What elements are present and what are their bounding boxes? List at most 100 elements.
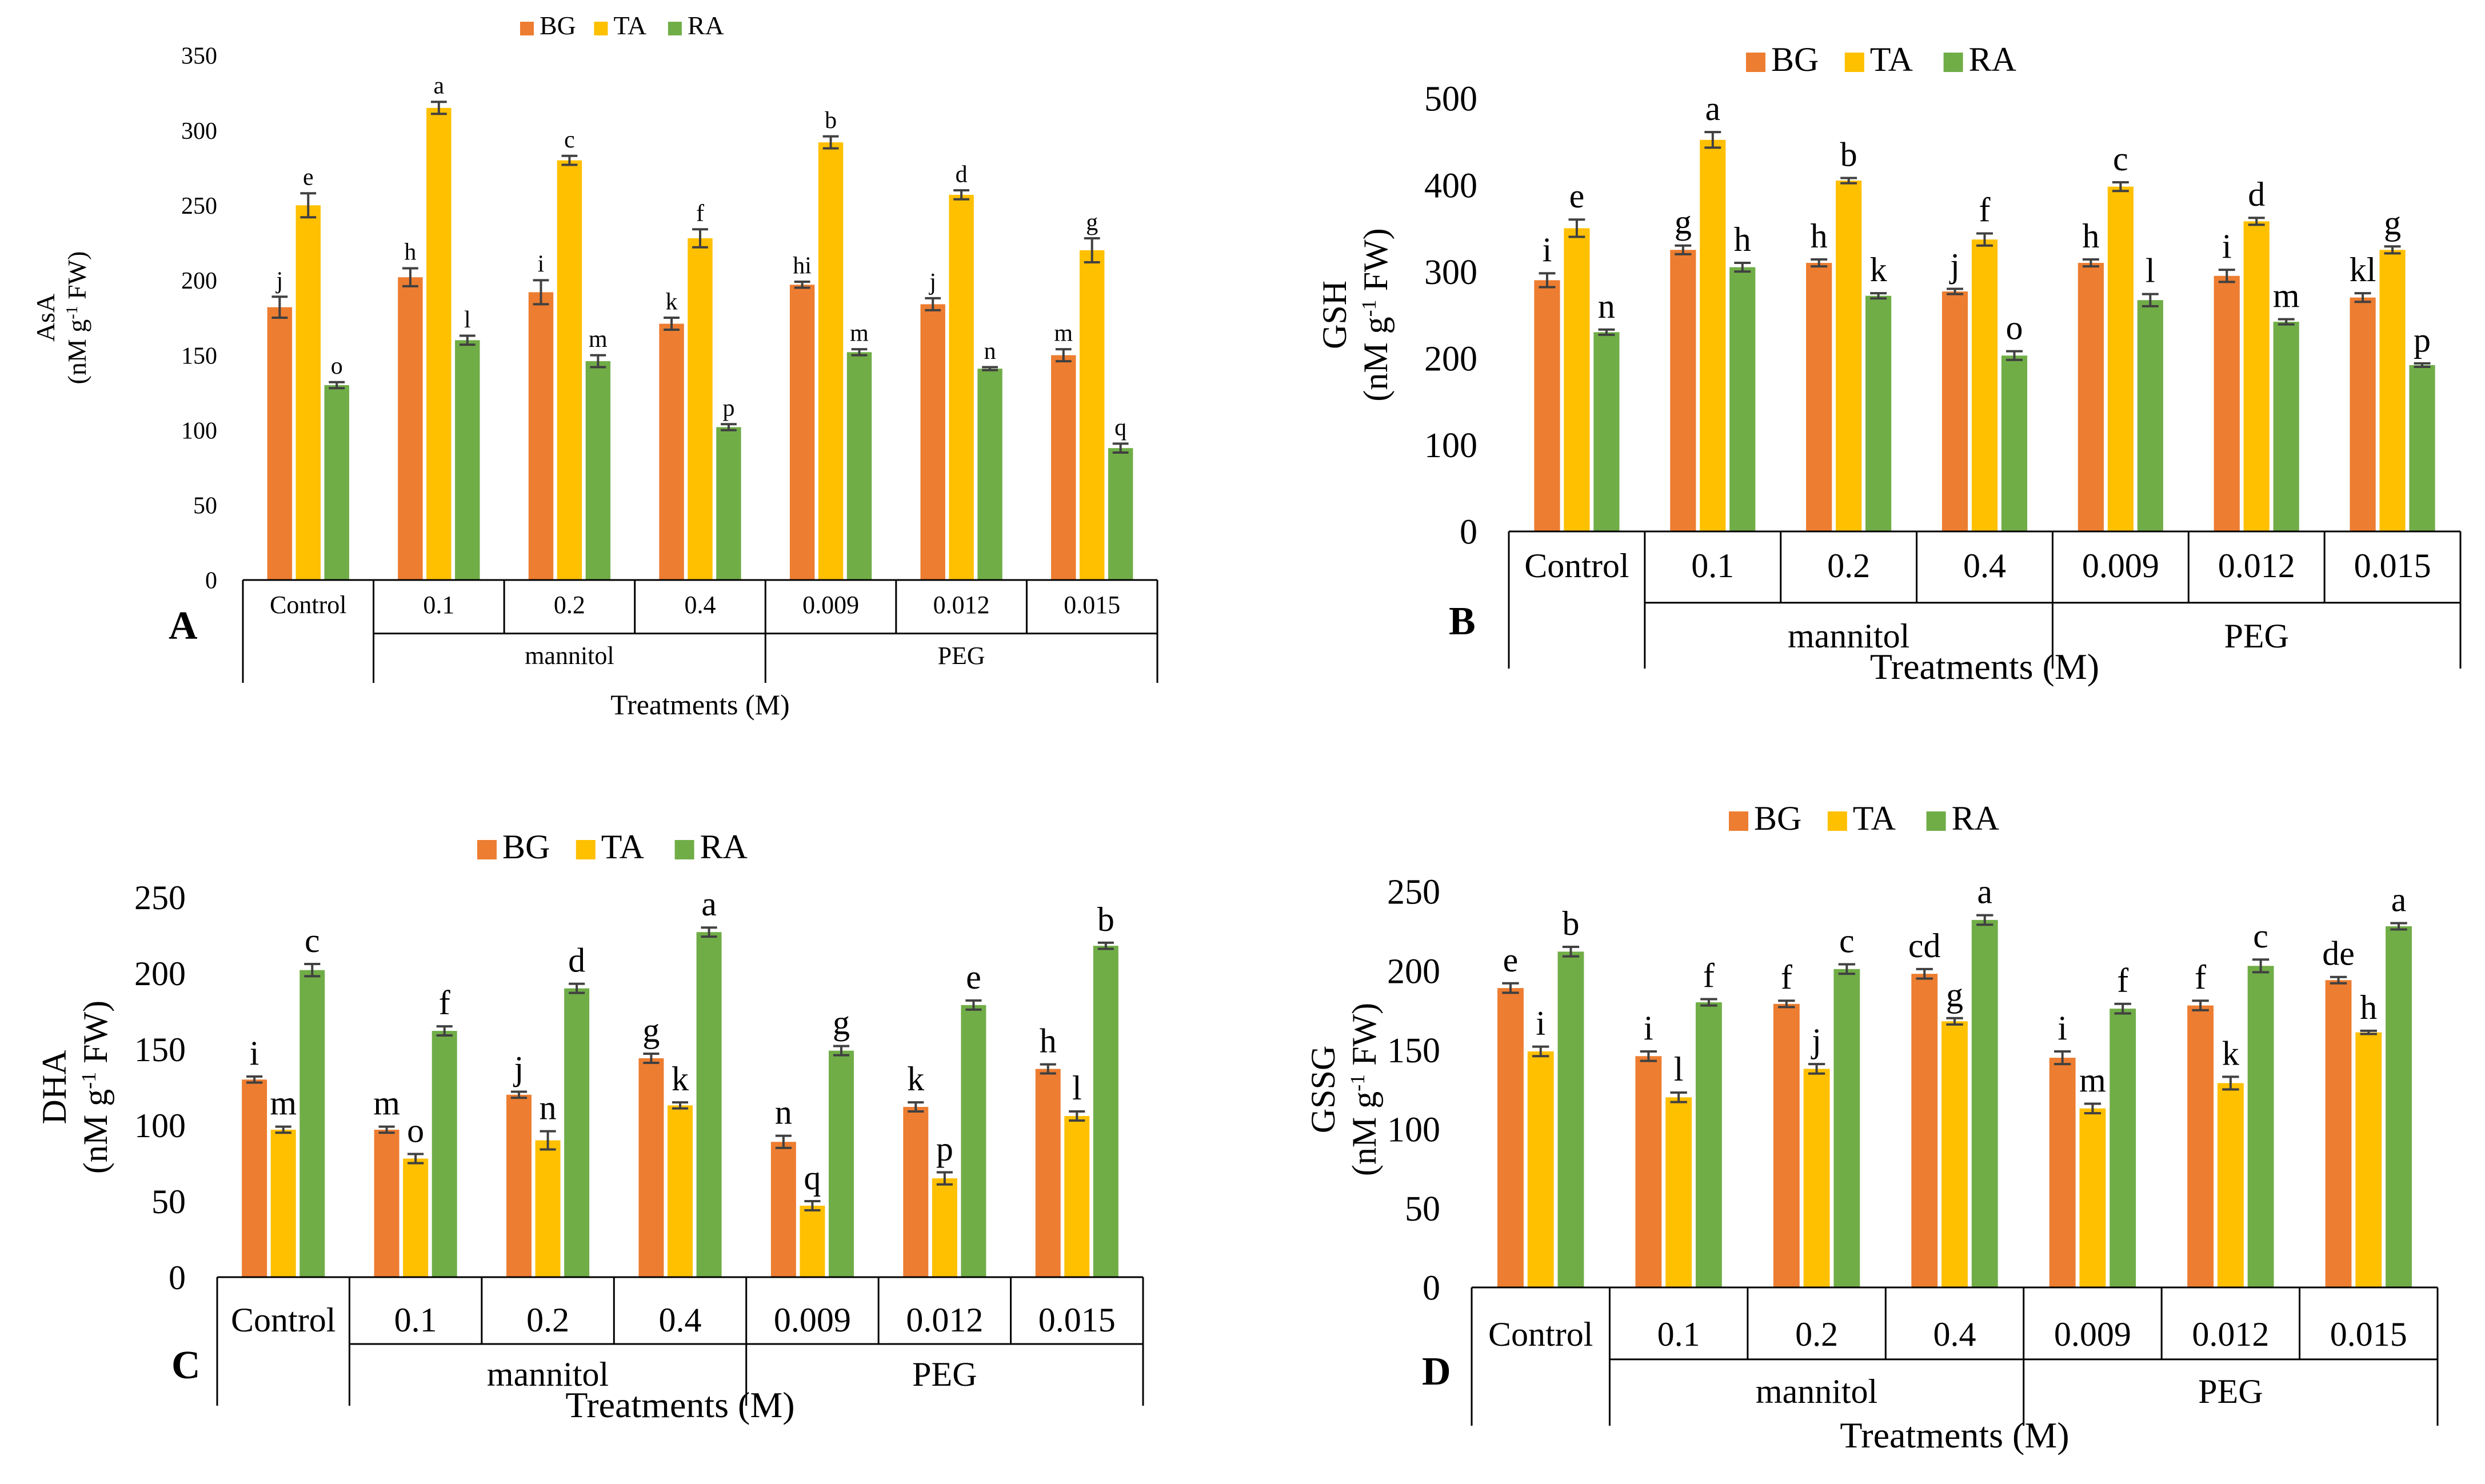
significance-letter: m [2079,1061,2106,1099]
bar-bg [638,1058,664,1277]
significance-letter: i [1644,1009,1653,1047]
x-tick-label: 0.2 [1827,547,1870,585]
x-tick-label: Control [270,591,346,619]
significance-letter: e [1569,177,1585,215]
y-axis: 0 100 200 300 400 500 [1424,80,1477,552]
y-tick-label: 250 [181,193,217,219]
bar-ra [2247,966,2274,1287]
significance-letter: n [1598,287,1615,325]
y-tick-label: 350 [181,43,217,70]
bar-bg [1035,1069,1061,1277]
panel-label: C [171,1343,201,1387]
significance-letter: b [1840,135,1857,173]
x-tick-label: Control [1488,1315,1593,1353]
bar-bg [2325,980,2352,1287]
significance-letter: g [833,1004,850,1042]
y-tick-label: 250 [134,879,186,917]
bar-bg [374,1129,399,1277]
chart-legend: BG TA RA [1729,799,1999,837]
chart-legend: BG TA RA [1746,41,2016,78]
x-tick-label: 0.012 [906,1301,983,1339]
bar-ta [949,194,974,580]
y-tick-label: 50 [1405,1190,1440,1229]
significance-letter: f [2117,962,2128,999]
y-tick-label: 200 [1424,340,1477,379]
legend-swatch-ra [1926,811,1946,831]
bar-ra [1833,969,1860,1287]
bar-bg [789,285,815,581]
significance-letter: de [2322,935,2355,973]
y-tick-label: 200 [1387,952,1440,991]
bar-ra [2001,355,2028,531]
bar-ta [403,1158,429,1277]
significance-letter: c [2253,917,2268,955]
bar-ta [1564,228,1590,531]
significance-letter: e [1503,941,1519,979]
legend-swatch-ta [1827,811,1847,831]
x-tick-label: 0.4 [1933,1315,1976,1353]
y-tick-label: 100 [181,418,217,444]
x-tick-label: 0.009 [774,1301,851,1339]
y-tick-label: 200 [134,955,186,993]
bar-bg [1941,291,1968,531]
chart-panel-a: BG TA RA 0 50 100 150 200 250 300 350 AsA(nM g-1 FW… [31,11,1158,721]
bar-ta [932,1178,957,1277]
bar-bg [1497,988,1524,1287]
x-tick-label: 0.015 [2330,1315,2407,1353]
y-axis-label: DHA(nM g-1 FW) [35,1001,114,1174]
significance-letter: c [2113,140,2128,178]
significance-letter: k [1870,251,1887,289]
bar-bg [1635,1056,1662,1287]
legend-label-bg: BG [1754,799,1801,837]
bar-ra [1729,267,1756,531]
significance-letter: n [984,338,996,365]
significance-letter: m [373,1085,400,1122]
x-group-label: mannitol [1756,1373,1877,1410]
bar-bg [2214,275,2240,531]
significance-letter: h [2082,217,2099,255]
bar-ta [1665,1097,1692,1287]
bar-ta [2217,1083,2244,1287]
x-tick-label: 0.009 [2054,1315,2131,1353]
significance-letter: j [513,1049,524,1087]
bar-ta [1836,181,1862,531]
significance-letter: a [701,885,717,923]
x-axis-table: Control 0.1 0.2 0.4 0.009 0.012 0.015 mannitol P… [1508,530,2462,669]
bar-bg [1773,1003,1800,1287]
bar-ra [696,932,722,1277]
significance-letter: o [331,353,343,379]
y-tick-label: 100 [1424,426,1477,465]
y-tick-label: 500 [1424,80,1477,119]
legend-swatch-ra [668,22,682,35]
x-group-label: mannitol [525,642,614,670]
bar-ta [557,160,582,581]
significance-letter: p [722,395,734,422]
bar-ra [829,1050,854,1277]
bar-bg [398,277,423,580]
y-tick-label: 50 [151,1183,186,1221]
significance-letter: k [907,1060,924,1098]
y-tick-label: 0 [1423,1269,1440,1308]
chart-bars: j e o h a l i c m k f p hi b m j d n m g q [267,73,1133,581]
bar-ra [716,427,741,580]
significance-letter: c [564,127,575,153]
bar-ra [2273,322,2299,531]
x-tick-label: Control [1524,547,1629,585]
y-axis: 0 50 100 150 200 250 [134,879,186,1297]
bar-ra [846,352,872,580]
x-tick-label: 0.009 [802,591,859,619]
bar-ta [2243,221,2270,532]
x-axis-table: Control 0.1 0.2 0.4 0.009 0.012 0.015 mannitol P… [1471,1286,2439,1426]
y-tick-label: 300 [1424,253,1477,292]
bar-bg [1806,263,1832,531]
y-tick-label: 100 [134,1107,186,1145]
significance-letter: n [540,1089,557,1127]
bar-ta [1527,1051,1554,1287]
panel-label: D [1422,1350,1451,1394]
y-axis-label-unit: (nM g-1 FW) [1357,228,1395,401]
bar-ta [270,1129,296,1277]
x-tick-label: 0.015 [2354,547,2431,585]
bar-bg [1534,280,1560,531]
bar-ta [1803,1069,1830,1287]
